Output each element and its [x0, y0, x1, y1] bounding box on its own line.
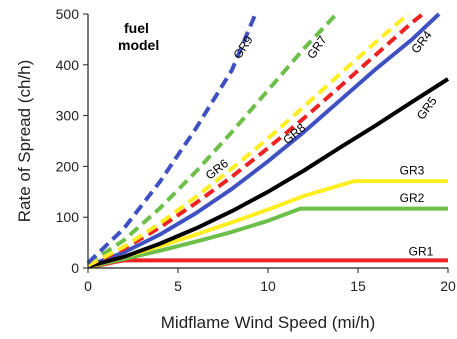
series-label-gr2: GR2 — [400, 191, 425, 205]
x-tick-label: 15 — [350, 278, 366, 294]
series-label-gr1: GR1 — [409, 244, 434, 258]
axes: 0 5 10 15 20 0 100 200 300 400 500 — [56, 6, 456, 294]
y-tick-label: 500 — [56, 6, 80, 22]
y-tick-label: 0 — [71, 260, 79, 276]
x-ticks: 0 5 10 15 20 — [84, 268, 456, 294]
y-ticks: 0 100 200 300 400 500 — [56, 6, 88, 276]
y-tick-label: 100 — [56, 209, 80, 225]
x-tick-label: 10 — [260, 278, 276, 294]
x-tick-label: 0 — [84, 278, 92, 294]
y-tick-label: 200 — [56, 158, 80, 174]
y-tick-label: 400 — [56, 57, 80, 73]
y-axis-label: Rate of Spread (ch/h) — [15, 60, 34, 223]
series-layer — [86, 12, 450, 269]
series-line-gr2 — [87, 206, 448, 269]
legend-title: fuel model — [118, 20, 159, 53]
series-line-gr8 — [87, 12, 410, 268]
series-line-gr4 — [87, 12, 441, 268]
series-line-gr6 — [87, 12, 425, 268]
series-line-gr9 — [86, 13, 258, 265]
x-axis-label: Midflame Wind Speed (mi/h) — [161, 313, 375, 332]
y-tick-label: 300 — [56, 108, 80, 124]
series-label-gr3: GR3 — [400, 164, 425, 178]
x-tick-label: 5 — [174, 278, 182, 294]
series-line-gr5 — [87, 77, 450, 269]
x-tick-label: 20 — [440, 278, 456, 294]
series-line-gr7 — [86, 12, 338, 266]
